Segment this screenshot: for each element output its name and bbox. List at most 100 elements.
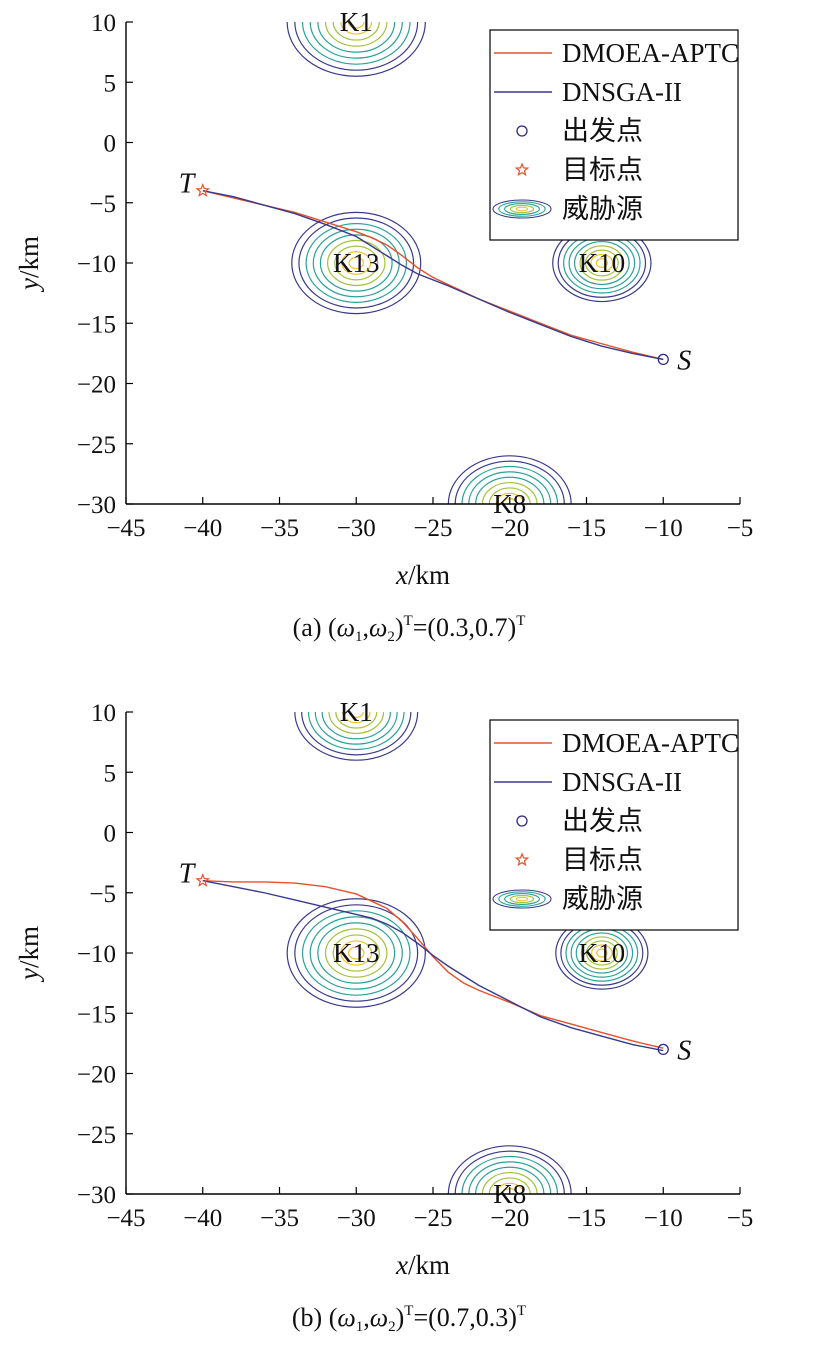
y-tick-label: −15 (77, 1001, 116, 1028)
x-axis-label-var: x (395, 1250, 408, 1280)
threat-contour-ring (575, 932, 629, 974)
y-tick-label: 5 (104, 70, 117, 97)
legend-entry-label: 威胁源 (562, 194, 643, 224)
legend-entry-label: DNSGA-II (562, 767, 682, 797)
y-tick-label: −20 (77, 1062, 116, 1089)
caption-close-paren: ) (395, 613, 404, 642)
caption-value: =(0.7,0.3) (413, 1303, 516, 1332)
y-tick-label: −30 (77, 492, 116, 519)
threat-contour-ring (294, 712, 419, 761)
y-tick-label: −5 (89, 881, 116, 908)
legend-box (489, 719, 739, 931)
threat-contour-ring (573, 240, 630, 286)
start-point-marker (657, 353, 669, 366)
threat-contour-ring (294, 904, 419, 1002)
y-tick-label: −15 (77, 311, 116, 338)
y-tick-label: −25 (77, 1122, 116, 1149)
caption-superscript-2: T (517, 1303, 526, 1319)
threat-contour-ring (327, 239, 386, 287)
threat-contour-ring (286, 22, 426, 77)
x-tick-label: −15 (567, 515, 606, 542)
legend-start-marker (516, 125, 528, 137)
panel-caption: (b) (ω1,ω2)T=(0.7,0.3)T (292, 1303, 526, 1335)
caption-omega-2: ω (369, 613, 387, 642)
y-tick-label: −10 (77, 941, 116, 968)
legend-contour-ring (509, 204, 535, 214)
threat-contour-ring (585, 940, 618, 966)
threat-contour-ring (319, 234, 393, 292)
threat-contour-ring (286, 898, 426, 1008)
threat-label-k1: K1 (340, 7, 373, 37)
x-tick-label: −15 (567, 1205, 606, 1232)
x-axis-label-unit: /km (408, 560, 450, 590)
legend-start-marker (516, 815, 528, 827)
legend-entry-label: 目标点 (562, 155, 643, 185)
legend-contour-ring (504, 203, 540, 215)
x-axis-label-var: x (395, 560, 408, 590)
threat-contour-ring (334, 245, 379, 281)
x-tick-label: −30 (337, 515, 376, 542)
threat-contour-ring (475, 476, 545, 504)
x-tick-label: −35 (260, 1205, 299, 1232)
x-tick-label: −20 (490, 1205, 529, 1232)
y-tick-label: −25 (77, 432, 116, 459)
threat-contour-ring (340, 940, 373, 966)
x-axis-label-unit: /km (408, 1250, 450, 1280)
threat-k10 (552, 223, 652, 303)
threat-k13 (286, 898, 426, 1008)
threat-contour-ring (596, 948, 608, 958)
x-tick-label: −30 (337, 1205, 376, 1232)
threat-contour-ring (301, 712, 412, 756)
threat-contour-ring (495, 1182, 524, 1194)
caption-close-paren: ) (396, 1303, 405, 1332)
y-tick-label: −20 (77, 372, 116, 399)
axes: −45 −40 −35 −30 −25 −20 −15 −10 −5 10 5 0 −5 −10 −15 −2… (77, 700, 753, 1232)
threat-label-k1: K1 (340, 697, 373, 727)
threat-contour-ring (309, 22, 403, 59)
threat-contour-ring (488, 1177, 531, 1194)
x-tick-label: −10 (644, 515, 683, 542)
threat-contour-ring (584, 249, 619, 277)
series-dmoea-aptc-line (202, 190, 664, 361)
threat-contour-ring (591, 944, 613, 962)
x-tick-label: −45 (106, 1205, 145, 1232)
legend-entry-label: DMOEA-APTC (562, 728, 739, 758)
x-tick-label: −25 (413, 515, 452, 542)
threat-contour-ring (317, 922, 396, 984)
x-tick-label: −5 (727, 515, 754, 542)
x-tick-label: −35 (260, 515, 299, 542)
threat-contour-ring (342, 712, 371, 724)
caption-prefix: (a) ( (293, 613, 337, 642)
threat-contour-ring (461, 465, 559, 504)
threat-contour-ring (579, 245, 625, 281)
y-axis-label-unit: /km (14, 926, 44, 968)
threat-k13 (291, 211, 422, 315)
x-tick-label: −20 (490, 515, 529, 542)
legend-entry-label: 目标点 (562, 845, 643, 875)
legend-target-marker (514, 852, 530, 867)
legend-entry-label: DNSGA-II (562, 77, 682, 107)
threat-contour-ring (298, 217, 415, 309)
threat-contour-ring (332, 22, 380, 41)
legend-entry-label: 威胁源 (562, 884, 643, 914)
caption-comma: , (363, 1303, 370, 1332)
x-axis-label: x/km (395, 560, 450, 590)
threat-contour-ring (447, 1145, 572, 1194)
threat-contour-ring (335, 712, 378, 729)
y-tick-label: −10 (77, 251, 116, 278)
legend-contour-ring (498, 201, 546, 217)
legend-target-marker (514, 162, 530, 177)
threat-contour-ring (317, 22, 396, 53)
threat-contour-ring (454, 460, 565, 504)
caption-superscript-1: T (404, 1303, 413, 1319)
threat-contour-ring (305, 223, 407, 303)
threat-contour-ring (341, 251, 372, 275)
legend-entry-label: 出发点 (562, 116, 643, 146)
caption-comma: , (363, 613, 370, 642)
x-tick-label: −25 (413, 1205, 452, 1232)
y-axis-label: y/km (14, 926, 44, 983)
threat-contour-ring (347, 22, 365, 29)
target-point-label: T (179, 859, 197, 890)
threat-contour-ring (461, 1155, 559, 1194)
